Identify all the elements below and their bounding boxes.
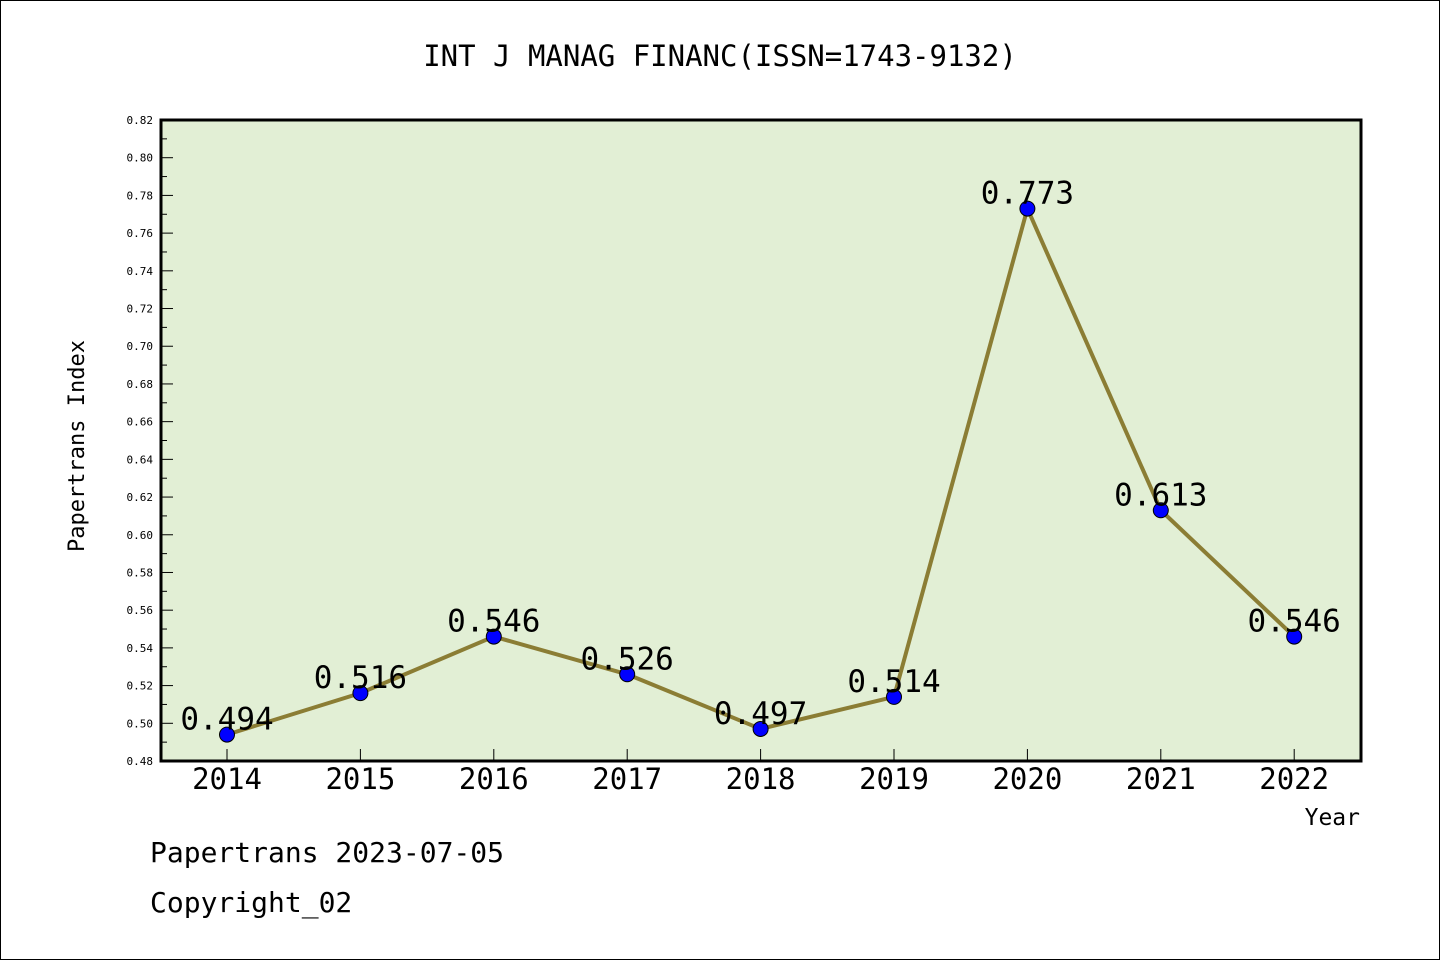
- y-axis: 0.48 0.50 0.52 0.54 0.56 0.58 0.60 0.62 0.64 0.66…: [127, 114, 173, 768]
- y-tick-label: 0.74: [127, 265, 154, 278]
- y-tick-label: 0.66: [127, 416, 154, 429]
- x-tick-label: 2016: [459, 762, 529, 796]
- x-axis: 2014 2015 2016 2017 2018 2019 2020 2021 2022: [192, 749, 1329, 796]
- data-label: 0.773: [981, 176, 1074, 212]
- y-tick-label: 0.70: [127, 340, 154, 353]
- x-tick-label: 2014: [192, 762, 262, 796]
- series-line: [219, 200, 1303, 743]
- data-point: [485, 628, 502, 645]
- footer-date: Papertrans 2023-07-05: [150, 836, 505, 869]
- x-tick-label: 2018: [726, 762, 796, 796]
- y-tick-label: 0.72: [127, 303, 154, 316]
- y-tick-label: 0.60: [127, 529, 154, 542]
- x-tick-label: 2015: [325, 762, 395, 796]
- data-label: 0.526: [581, 641, 674, 677]
- data-point: [619, 666, 636, 683]
- data-label: 0.546: [447, 604, 540, 640]
- x-tick-label: 2020: [992, 762, 1062, 796]
- y-tick-label: 0.80: [127, 152, 154, 165]
- data-label: 0.494: [180, 702, 273, 738]
- x-axis-label: Year: [1305, 805, 1360, 831]
- y-tick-label: 0.78: [127, 189, 154, 202]
- data-label: 0.546: [1248, 604, 1341, 640]
- y-tick-label: 0.64: [127, 453, 154, 466]
- x-tick-label: 2022: [1259, 762, 1329, 796]
- y-tick-label: 0.52: [127, 680, 154, 693]
- data-point: [1019, 200, 1036, 217]
- y-tick-label: 0.48: [127, 755, 154, 768]
- data-point: [219, 726, 235, 743]
- y-tick-label: 0.62: [127, 491, 154, 504]
- y-tick-label: 0.50: [127, 717, 154, 730]
- data-point: [1286, 628, 1303, 645]
- data-label: 0.613: [1114, 477, 1207, 513]
- y-axis-label: Papertrans Index: [65, 340, 90, 552]
- y-tick-label: 0.82: [127, 114, 154, 127]
- x-tick-label: 2019: [859, 762, 929, 796]
- data-point: [752, 720, 769, 737]
- x-tick-label: 2021: [1126, 762, 1196, 796]
- data-label: 0.516: [314, 660, 407, 696]
- y-tick-label: 0.76: [127, 227, 154, 240]
- y-tick-label: 0.54: [127, 642, 154, 655]
- data-label: 0.497: [714, 696, 807, 732]
- data-labels: 0.494 0.516 0.546 0.526 0.497 0.514 0.773 0.613…: [180, 176, 1341, 738]
- plot-area: [159, 118, 1363, 763]
- data-point: [886, 688, 902, 705]
- footer-copyright: Copyright_02: [150, 886, 353, 919]
- data-point: [1152, 502, 1169, 519]
- y-tick-label: 0.58: [127, 566, 154, 579]
- y-tick-label: 0.56: [127, 604, 154, 617]
- data-point: [352, 685, 369, 702]
- x-tick-label: 2017: [592, 762, 662, 796]
- data-label: 0.514: [847, 664, 940, 700]
- y-tick-label: 0.68: [127, 378, 154, 391]
- chart-title: INT J MANAG FINANC(ISSN=1743-9132): [423, 39, 1017, 73]
